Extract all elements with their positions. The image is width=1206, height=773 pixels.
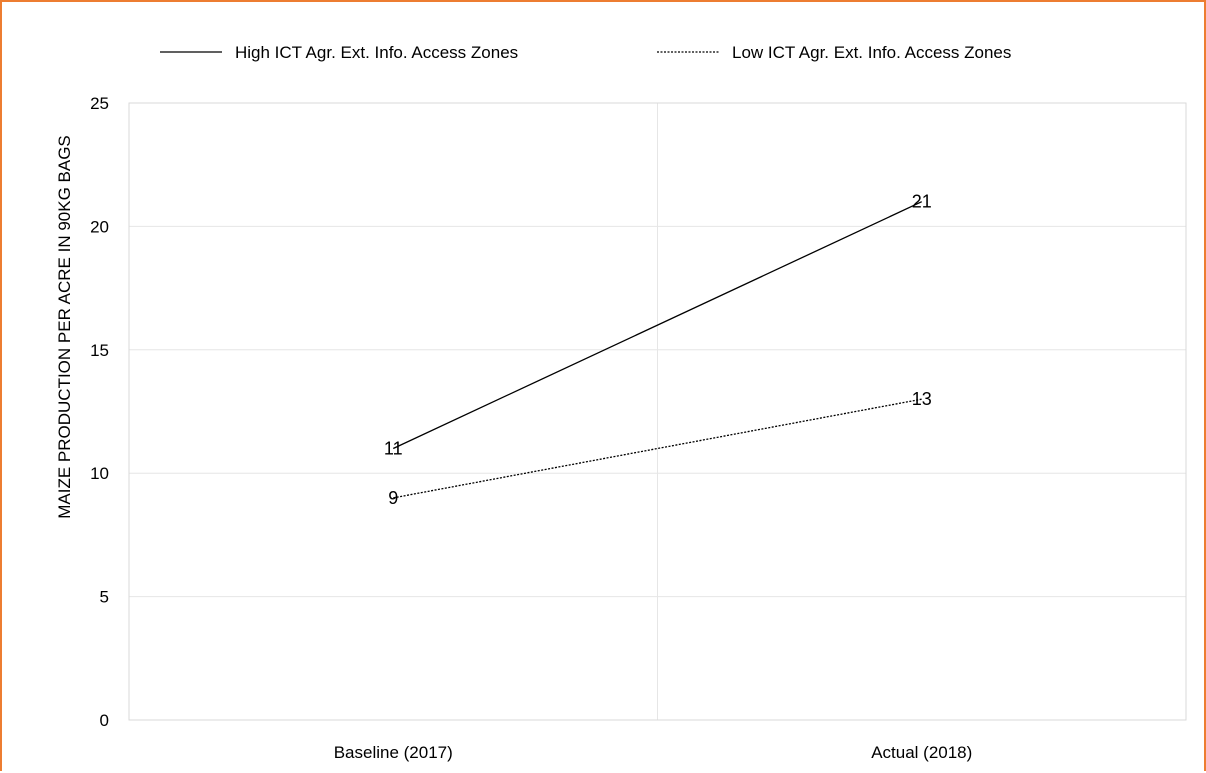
series-lines bbox=[392, 201, 923, 499]
legend-item: Low ICT Agr. Ext. Info. Access Zones bbox=[657, 43, 1011, 62]
data-labels: 11 21 9 13 bbox=[384, 192, 932, 508]
data-label: 9 bbox=[388, 488, 398, 508]
x-tick-label: Actual (2018) bbox=[871, 743, 972, 762]
series-line-high-ict bbox=[392, 201, 923, 450]
y-tick-label: 15 bbox=[90, 341, 109, 360]
y-tick-label: 5 bbox=[100, 588, 109, 607]
data-label: 11 bbox=[384, 439, 403, 459]
series-line-low-ict bbox=[393, 398, 922, 499]
legend-label: Low ICT Agr. Ext. Info. Access Zones bbox=[732, 43, 1011, 62]
y-tick-label: 0 bbox=[100, 711, 109, 730]
legend-item: High ICT Agr. Ext. Info. Access Zones bbox=[160, 43, 518, 62]
plot-area-border bbox=[128, 102, 1187, 721]
x-tick-label: Baseline (2017) bbox=[334, 743, 453, 762]
data-label: 21 bbox=[912, 192, 932, 212]
y-tick-label: 25 bbox=[90, 94, 109, 113]
legend-label: High ICT Agr. Ext. Info. Access Zones bbox=[235, 43, 518, 62]
axes: 0 5 10 15 20 25 Baseline (2017) Actual (2018) bbox=[90, 94, 1187, 762]
gridlines bbox=[129, 103, 1186, 720]
y-tick-label: 10 bbox=[90, 464, 109, 483]
data-label: 13 bbox=[912, 389, 932, 409]
legend: High ICT Agr. Ext. Info. Access Zones Low… bbox=[160, 43, 1011, 62]
y-tick-label: 20 bbox=[90, 217, 109, 236]
y-axis-title: MAIZE PRODUCTION PER ACRE IN 90KG BAGS bbox=[55, 135, 74, 519]
